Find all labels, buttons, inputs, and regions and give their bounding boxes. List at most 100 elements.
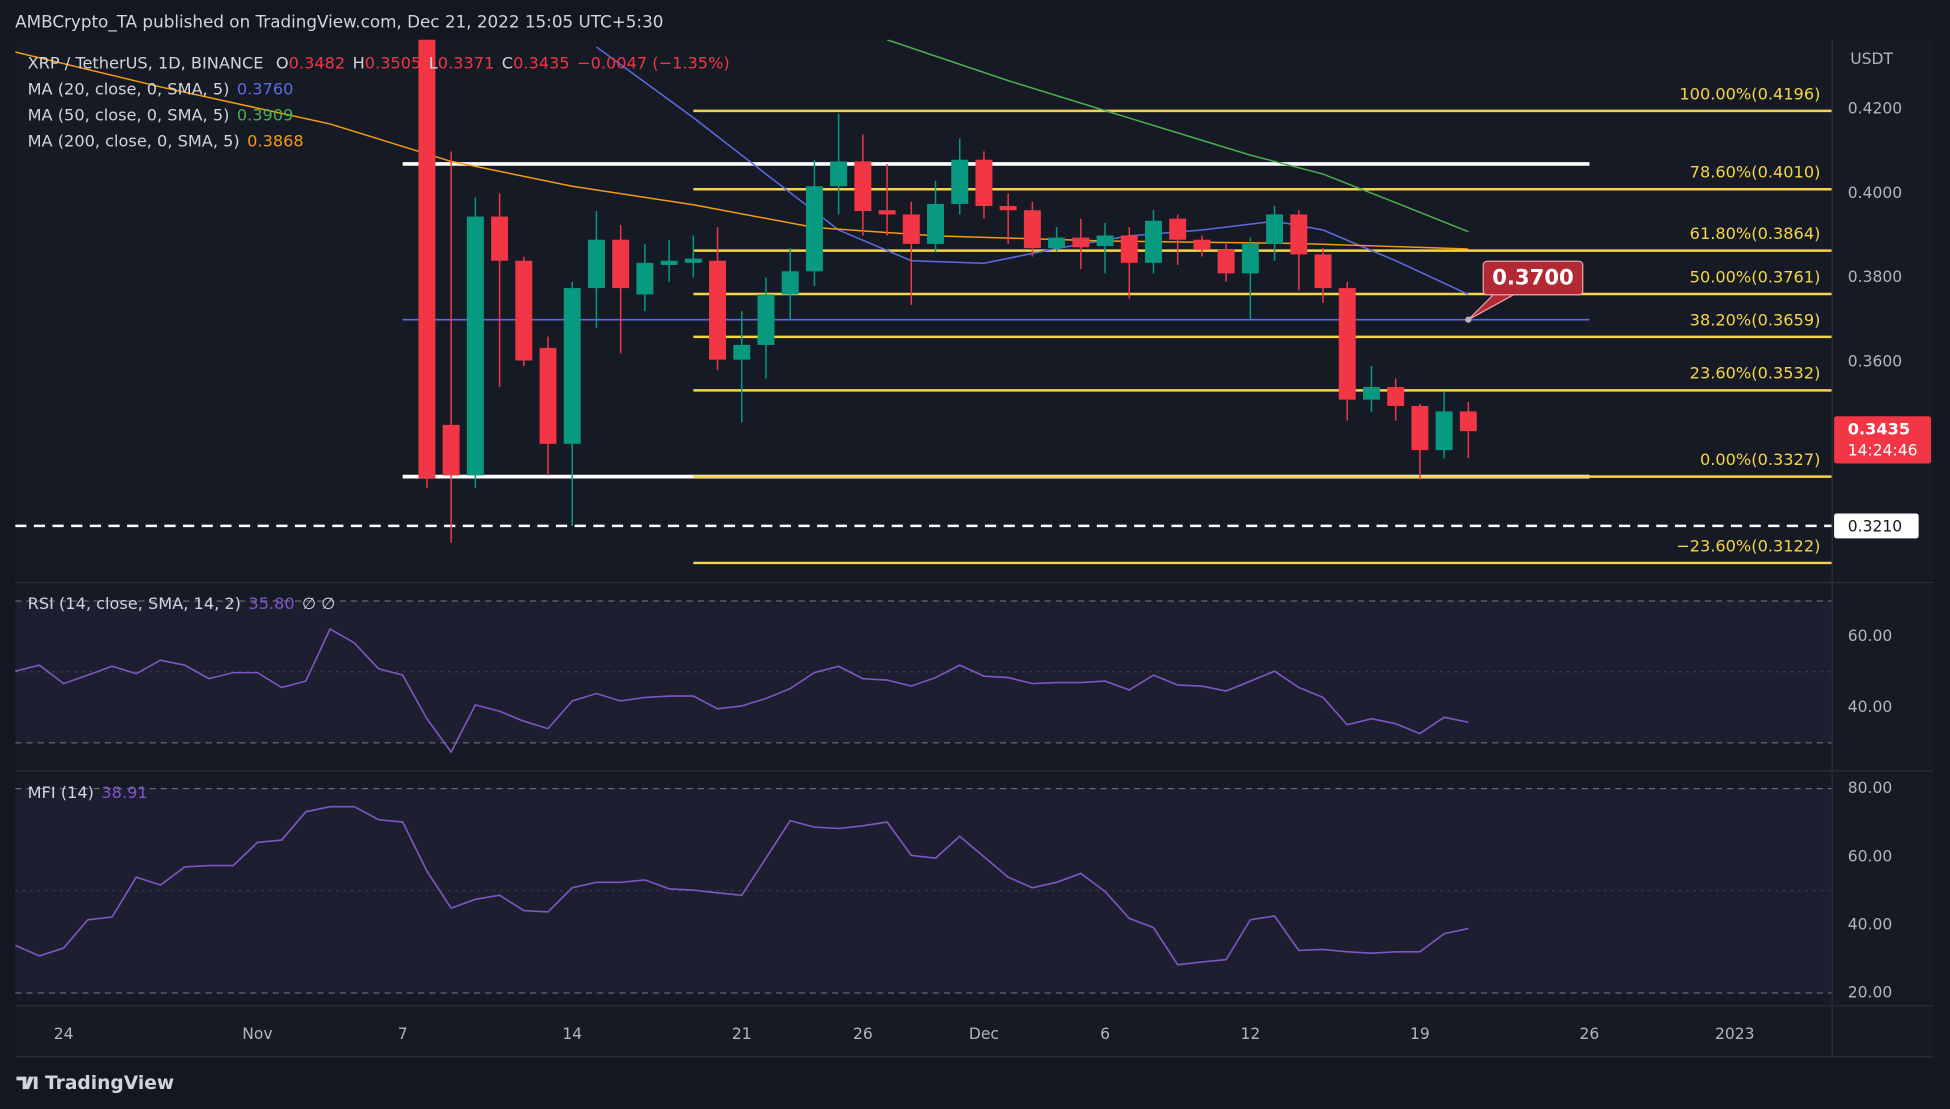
ohlc-key: H: [353, 53, 365, 72]
moving-average-line: [886, 39, 1469, 233]
candle-body: [1459, 411, 1477, 432]
ohlc-key: C: [502, 53, 513, 72]
dashed-level-label: 0.3210: [1848, 518, 1902, 536]
candle-body: [660, 260, 678, 265]
ma-legend: MA (20, close, 0, SMA, 5) 0.3760: [28, 79, 294, 98]
change-value: −0.0047 (−1.35%): [577, 53, 730, 72]
indicator-value: 35.80: [248, 594, 294, 613]
candle-body: [1145, 220, 1162, 263]
indicator-name: MFI (14): [28, 783, 94, 802]
candle-body: [1387, 387, 1405, 406]
chart-area: [15, 39, 1934, 1057]
band-fill: [15, 788, 1832, 993]
candle-body: [1338, 288, 1356, 400]
indicator-value: 38.91: [101, 783, 147, 802]
candle-body: [1023, 210, 1041, 249]
y-tick-label: 40.00: [1848, 698, 1892, 716]
x-tick-label: Dec: [969, 1025, 999, 1043]
symbol-legend: XRP / TetherUS, 1D, BINANCE O0.3482 H0.350…: [28, 53, 730, 72]
footer-brand: TradingView: [45, 1073, 174, 1094]
candle-body: [1169, 218, 1187, 240]
candle-body: [612, 239, 630, 289]
candle-body: [1411, 405, 1429, 451]
candle-body: [539, 347, 557, 444]
callout-box: [1482, 260, 1584, 296]
candle-body: [563, 288, 581, 444]
x-tick-label: 21: [732, 1025, 752, 1043]
footer-logo: TradingView: [16, 1073, 174, 1094]
indicator-line: [15, 627, 1469, 754]
candle-body: [418, 39, 436, 479]
candle-body: [854, 161, 872, 212]
symbol-name: XRP / TetherUS, 1D, BINANCE: [28, 53, 264, 72]
candle-body: [684, 258, 702, 263]
candle-body: [878, 210, 896, 215]
moving-average-line: [15, 51, 1469, 250]
x-tick-label: Nov: [242, 1025, 272, 1043]
candle-body: [830, 161, 848, 187]
y-tick-label: 40.00: [1848, 915, 1892, 933]
fib-label: 78.60%(0.4010): [1690, 163, 1821, 182]
indicator-line: [15, 805, 1469, 966]
x-tick-label: 12: [1240, 1025, 1260, 1043]
main-pane: 100.00%(0.4196) 78.60%(0.4010) 61.80%(0.38…: [15, 39, 1832, 565]
candle-body: [902, 214, 920, 244]
candle-body: [781, 271, 799, 295]
callout-label: 0.3700: [1492, 265, 1574, 290]
y-tick-label: 0.3800: [1848, 268, 1902, 286]
band-fill: [15, 601, 1832, 743]
publish-header: AMBCrypto_TA published on TradingView.co…: [15, 11, 663, 32]
indicator-name: RSI (14, close, SMA, 14, 2): [28, 594, 241, 613]
candle-body: [975, 159, 993, 207]
x-tick-label: 26: [1580, 1025, 1600, 1043]
logo-icon: [16, 1076, 38, 1090]
ma-name: MA (20, close, 0, SMA, 5): [28, 79, 230, 98]
dashed-level-box: [1834, 513, 1919, 539]
candle-body: [636, 262, 654, 295]
candle-body: [587, 239, 605, 289]
indicator-legend: MFI (14) 38.91: [28, 783, 148, 802]
x-tick-label: 26: [853, 1025, 873, 1043]
candle-body: [1362, 387, 1380, 400]
candle-body: [757, 294, 775, 345]
indicator-extra: ∅ ∅: [302, 594, 335, 613]
fib-label: −23.60%(0.3122): [1676, 536, 1820, 555]
y-axis-unit: USDT: [1850, 50, 1893, 68]
candle-body: [1096, 235, 1114, 247]
candle-body: [733, 344, 751, 360]
x-tick-label: 7: [398, 1025, 408, 1043]
overlay: 24 Nov 7 14 21 26 Dec 6 12 19 26 2023 0.4200 0.4000 0.…: [28, 50, 1932, 1043]
last-price-box: [1834, 416, 1932, 464]
fib-label: 38.20%(0.3659): [1690, 310, 1821, 329]
y-tick-label: 0.3600: [1848, 352, 1902, 370]
candle-body: [805, 186, 823, 272]
ma-name: MA (200, close, 0, SMA, 5): [28, 131, 240, 150]
indicator-legend: RSI (14, close, SMA, 14, 2) 35.80 ∅ ∅: [28, 594, 336, 613]
ma-value: 0.3909: [237, 105, 294, 124]
mfi-pane: [15, 788, 1832, 994]
ohlc-key: L: [429, 53, 438, 72]
candle-body: [1048, 237, 1066, 249]
fib-label: 0.00%(0.3327): [1700, 450, 1820, 469]
ma-value: 0.3760: [237, 79, 294, 98]
x-tick-label: 2023: [1715, 1025, 1755, 1043]
x-tick-label: 24: [54, 1025, 74, 1043]
y-tick-label: 80.00: [1848, 779, 1892, 797]
fib-label: 50.00%(0.3761): [1690, 267, 1821, 286]
candle-body: [1241, 243, 1259, 274]
candle-body: [1217, 249, 1235, 274]
ma-legend: MA (200, close, 0, SMA, 5) 0.3868: [28, 131, 304, 150]
y-tick-label: 60.00: [1848, 847, 1892, 865]
callout-anchor: [1465, 316, 1472, 323]
candle-body: [515, 260, 533, 361]
rsi-pane: [15, 600, 1832, 754]
x-tick-label: 19: [1410, 1025, 1430, 1043]
ohlc-value: 0.3482: [289, 53, 346, 72]
ohlc-value: 0.3371: [438, 53, 495, 72]
last-price-label: 0.3435: [1848, 419, 1910, 438]
y-tick-label: 20.00: [1848, 983, 1892, 1001]
y-tick-label: 60.00: [1848, 627, 1892, 645]
candle-body: [1266, 214, 1284, 244]
